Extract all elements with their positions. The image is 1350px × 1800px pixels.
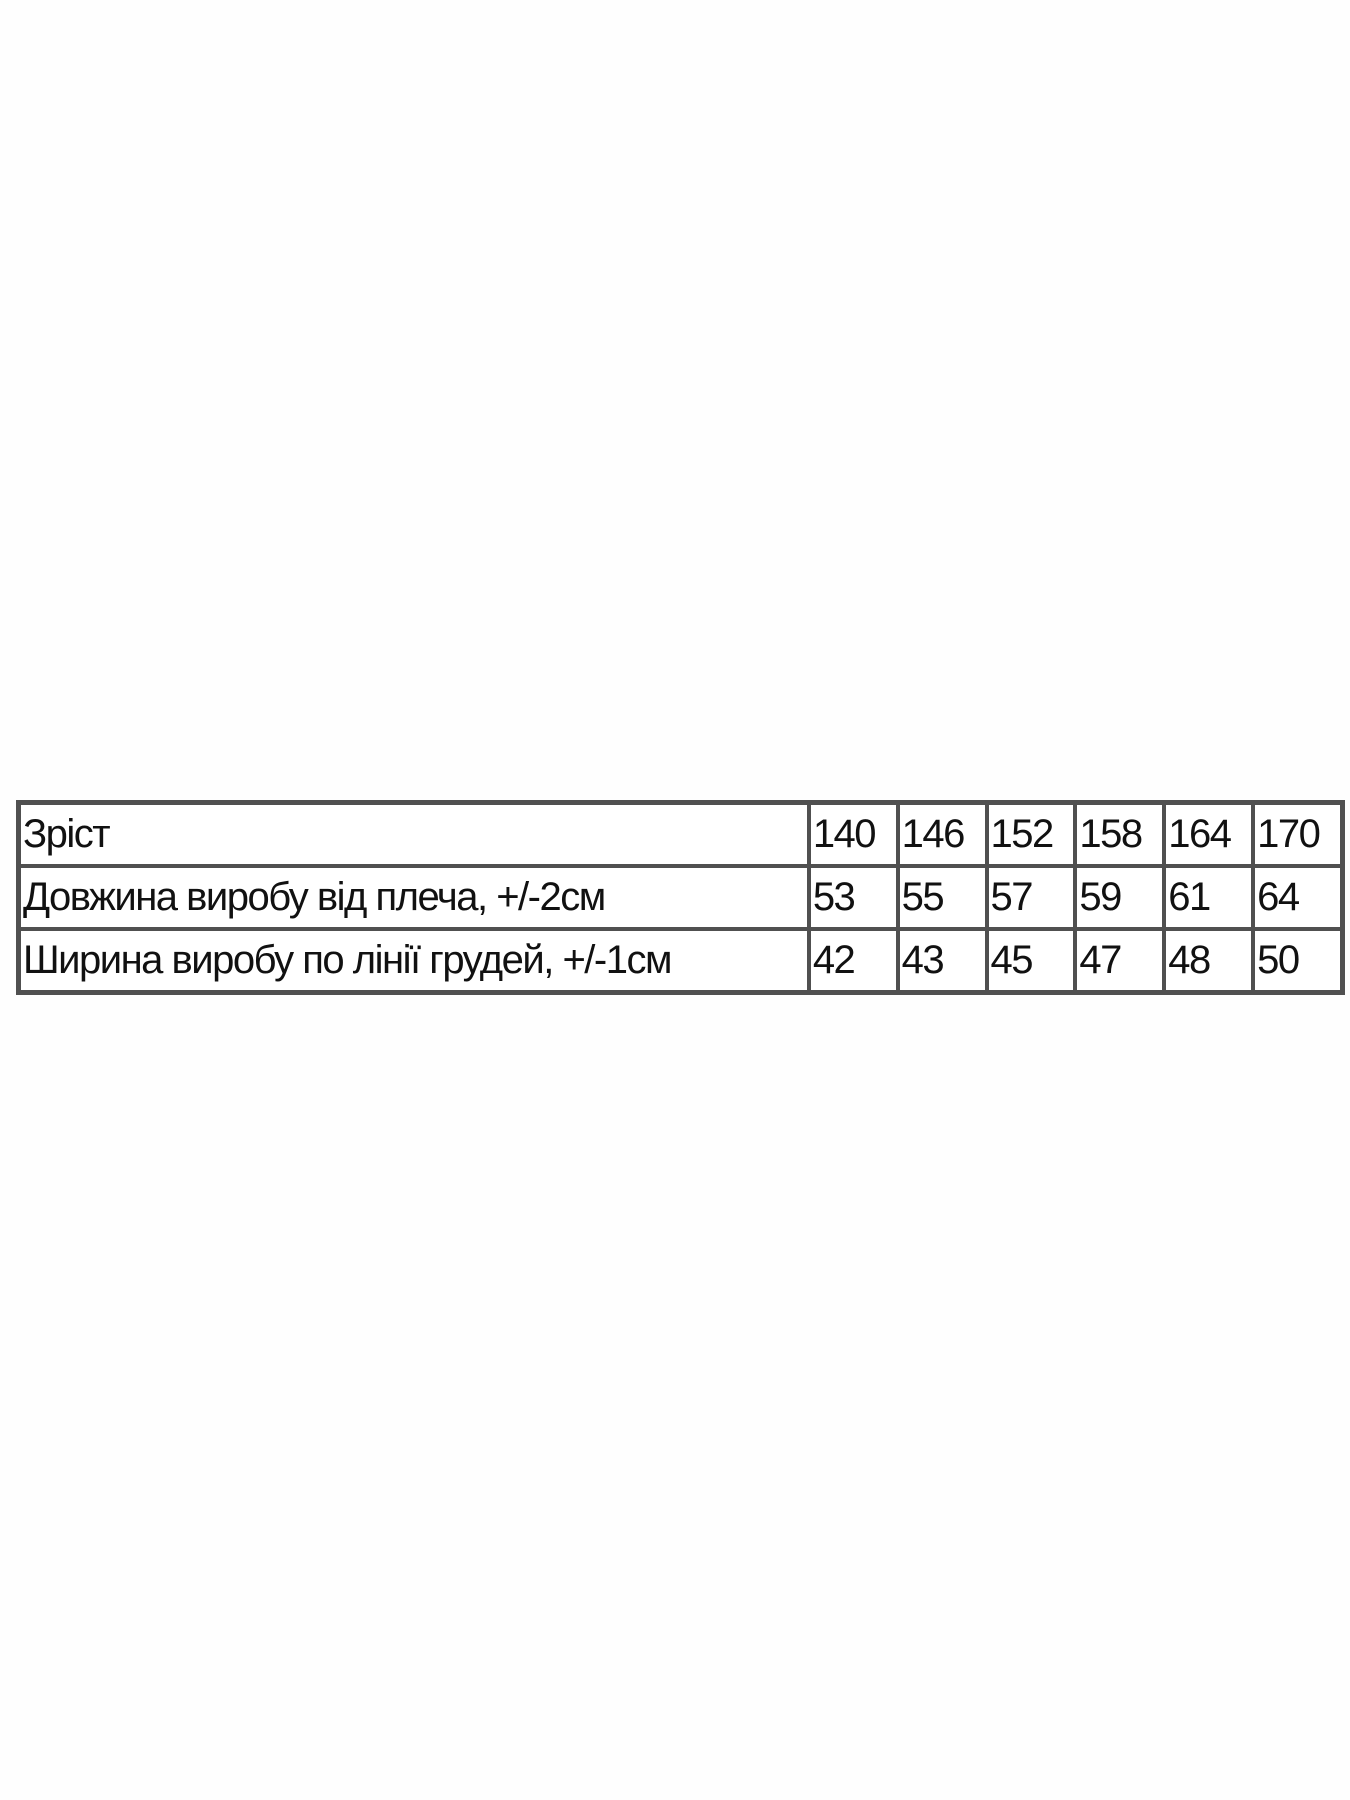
table-cell: 48 [1164,929,1254,992]
table-cell: 59 [1075,866,1165,929]
table-cell: 50 [1253,929,1342,992]
table-cell: 146 [897,803,987,866]
table-cell: 152 [986,803,1076,866]
table-cell: 42 [808,929,898,992]
table-row-length: Довжина виробу від плеча, +/-2см 53 55 5… [19,866,1342,929]
table-cell: 55 [897,866,987,929]
table-cell: 45 [986,929,1076,992]
table-row-height: Зріст 140 146 152 158 164 170 [19,803,1342,866]
row-label: Зріст [19,803,809,866]
table-cell: 140 [808,803,898,866]
row-label: Довжина виробу від плеча, +/-2см [19,866,809,929]
table-cell: 64 [1253,866,1342,929]
table-cell: 164 [1164,803,1254,866]
row-label: Ширина виробу по лінії грудей, +/-1см [19,929,809,992]
table-row-width: Ширина виробу по лінії грудей, +/-1см 42… [19,929,1342,992]
size-table: Зріст 140 146 152 158 164 170 Довжина ви… [16,800,1345,995]
table-cell: 61 [1164,866,1254,929]
table-cell: 47 [1075,929,1165,992]
table-cell: 53 [808,866,898,929]
table-cell: 57 [986,866,1076,929]
table-cell: 158 [1075,803,1165,866]
table-cell: 43 [897,929,987,992]
table-cell: 170 [1253,803,1342,866]
